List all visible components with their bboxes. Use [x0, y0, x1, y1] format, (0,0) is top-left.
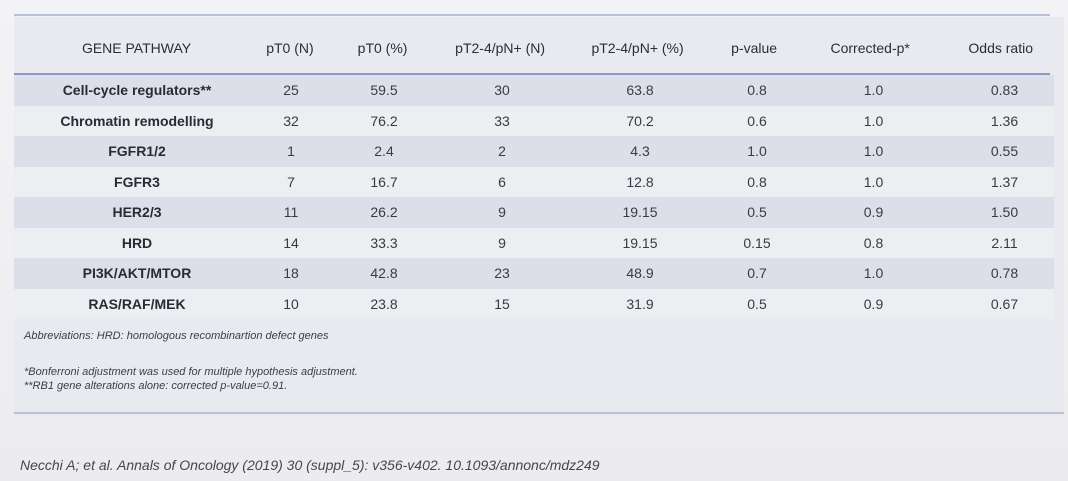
table-row: Chromatin remodelling 32 76.2 33 70.2 0.6 1.0 1… [14, 105, 1054, 136]
header-pt0-percent: pT0 (%) [357, 40, 408, 56]
cell-pt2-4-n: 33 [494, 112, 510, 129]
cell-gene-pathway: HER2/3 [112, 204, 162, 221]
table-body: Cell-cycle regulators** 25 59.5 30 63.8 0.8 1.… [14, 75, 1054, 319]
cell-pt0-n: 14 [283, 234, 299, 251]
cell-gene-pathway: HRD [121, 234, 153, 251]
cell-pt2-4-n: 30 [494, 82, 510, 99]
bottom-divider [14, 412, 1064, 414]
cell-pt2-4-n: 15 [494, 295, 510, 312]
cell-pt0-percent: 76.2 [370, 112, 398, 129]
cell-gene-pathway: FGFR3 [114, 173, 160, 190]
table-notes: Abbreviations: HRD: homologous recombina… [24, 330, 824, 393]
cell-odds-ratio: 0.78 [990, 265, 1019, 282]
abbreviations-note: Abbreviations: HRD: homologous recombina… [24, 330, 329, 342]
header-p-value: p-value [731, 40, 778, 56]
cell-pt0-n: 11 [283, 204, 299, 221]
header-pt2-4-n: pT2-4/pN+ (N) [455, 40, 546, 56]
table-row: RAS/RAF/MEK 10 23.8 15 31.9 0.5 0.9 0.67 [14, 288, 1054, 319]
footnote-rb1: **RB1 gene alterations alone: corrected … [24, 380, 288, 392]
cell-gene-pathway: RAS/RAF/MEK [88, 295, 186, 312]
cell-pt0-percent: 26.2 [370, 204, 398, 221]
table-row: HRD 14 33.3 9 19.15 0.15 0.8 2.11 [14, 227, 1054, 258]
cell-pt0-n: 25 [283, 82, 299, 99]
table-row: FGFR1/2 1 2.4 2 4.3 1.0 1.0 0.55 [14, 136, 1054, 167]
cell-pt2-4-percent: 48.9 [626, 265, 654, 282]
cell-gene-pathway: FGFR1/2 [108, 143, 166, 160]
cell-pt0-percent: 23.8 [370, 295, 398, 312]
cell-odds-ratio: 2.11 [991, 234, 1018, 251]
cell-pt2-4-percent: 70.2 [626, 112, 654, 129]
cell-corrected-p: 0.8 [863, 234, 884, 251]
table-row: FGFR3 7 16.7 6 12.8 0.8 1.0 1.37 [14, 166, 1054, 197]
cell-pt2-4-percent: 63.8 [626, 82, 654, 99]
cell-pt0-percent: 42.8 [370, 265, 398, 282]
cell-p-value: 0.7 [747, 265, 767, 282]
header-pt2-4-percent: pT2-4/pN+ (%) [591, 40, 684, 56]
cell-odds-ratio: 0.83 [990, 82, 1019, 99]
citation: Necchi A; et al. Annals of Oncology (201… [20, 457, 600, 473]
cell-pt2-4-percent: 19.15 [622, 234, 658, 251]
cell-pt0-n: 7 [287, 173, 295, 190]
cell-odds-ratio: 1.36 [990, 112, 1019, 129]
header-gene-pathway: GENE PATHWAY [81, 40, 192, 56]
table-row: Cell-cycle regulators** 25 59.5 30 63.8 0.8 1.… [14, 75, 1054, 106]
cell-pt0-n: 32 [283, 112, 299, 129]
cell-gene-pathway: Chromatin remodelling [60, 112, 214, 129]
cell-odds-ratio: 1.37 [990, 173, 1019, 190]
cell-corrected-p: 0.9 [863, 204, 884, 221]
cell-p-value: 0.5 [747, 204, 767, 221]
cell-odds-ratio: 0.55 [990, 143, 1019, 160]
cell-pt2-4-n: 2 [498, 143, 506, 160]
cell-pt0-percent: 59.5 [370, 82, 398, 99]
cell-p-value: 0.6 [747, 112, 767, 129]
cell-odds-ratio: 1.50 [990, 204, 1019, 221]
cell-odds-ratio: 0.67 [990, 295, 1019, 312]
cell-p-value: 0.8 [747, 173, 767, 190]
top-divider [14, 14, 1050, 16]
cell-corrected-p: 1.0 [863, 112, 884, 129]
cell-corrected-p: 1.0 [863, 173, 884, 190]
cell-gene-pathway: PI3K/AKT/MTOR [82, 265, 192, 282]
table-header-row: GENE PATHWAY pT0 (N) pT0 (%) pT2-4/pN+ (… [14, 24, 1050, 72]
cell-gene-pathway: Cell-cycle regulators** [62, 82, 212, 99]
header-corrected-p: Corrected-p* [830, 40, 910, 56]
footnote-bonferroni: *Bonferroni adjustment was used for mult… [24, 366, 358, 378]
cell-pt0-n: 1 [287, 143, 295, 160]
cell-corrected-p: 1.0 [863, 143, 884, 160]
cell-pt2-4-n: 9 [498, 234, 506, 251]
cell-pt2-4-n: 9 [498, 204, 506, 221]
cell-pt2-4-percent: 4.3 [630, 143, 650, 160]
cell-pt2-4-n: 6 [498, 173, 506, 190]
cell-p-value: 1.0 [747, 143, 767, 160]
cell-p-value: 0.5 [747, 295, 767, 312]
cell-pt2-4-percent: 12.8 [626, 173, 654, 190]
cell-corrected-p: 1.0 [863, 82, 884, 99]
cell-pt0-percent: 2.4 [374, 143, 394, 160]
cell-pt0-percent: 33.3 [370, 234, 398, 251]
cell-pt2-4-percent: 19.15 [622, 204, 658, 221]
header-pt0-n: pT0 (N) [266, 40, 314, 56]
cell-pt2-4-percent: 31.9 [626, 295, 654, 312]
table-row: HER2/3 11 26.2 9 19.15 0.5 0.9 1.50 [14, 197, 1054, 228]
cell-pt2-4-n: 23 [494, 265, 510, 282]
cell-p-value: 0.15 [743, 234, 771, 251]
cell-corrected-p: 0.9 [863, 295, 884, 312]
cell-pt0-percent: 16.7 [370, 173, 398, 190]
cell-pt0-n: 18 [283, 265, 299, 282]
cell-corrected-p: 1.0 [863, 265, 884, 282]
cell-p-value: 0.8 [747, 82, 767, 99]
header-divider [14, 73, 1050, 75]
cell-pt0-n: 10 [283, 295, 299, 312]
header-odds-ratio: Odds ratio [968, 40, 1033, 56]
table-row: PI3K/AKT/MTOR 18 42.8 23 48.9 0.7 1.0 0.78 [14, 258, 1054, 289]
